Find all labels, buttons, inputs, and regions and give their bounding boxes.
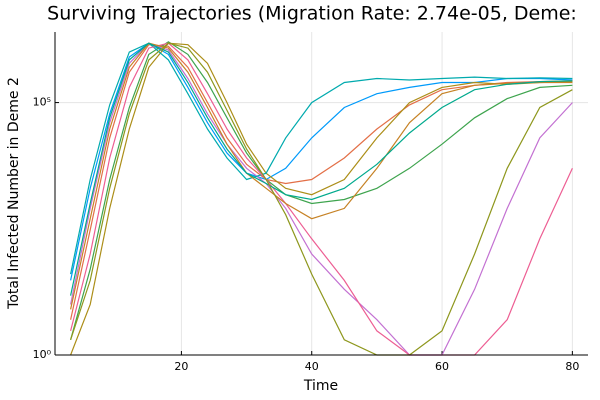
- trajectory-line: [70, 42, 573, 356]
- trajectory-line: [70, 42, 573, 356]
- y-axis-label: Total Infected Number in Deme 2: [6, 77, 22, 310]
- trajectory-line: [70, 42, 573, 296]
- grid: [55, 32, 588, 356]
- trajectory-line: [70, 42, 573, 356]
- x-tick-label: 80: [565, 360, 579, 373]
- x-tick-label: 60: [435, 360, 449, 373]
- trajectory-line: [70, 42, 573, 310]
- x-tick-label: 20: [174, 360, 188, 373]
- x-tick-label: 40: [305, 360, 319, 373]
- y-tick-label: 10⁵: [33, 96, 51, 109]
- y-tick-label: 10⁰: [33, 348, 52, 361]
- trajectory-line: [70, 42, 573, 356]
- x-axis-label: Time: [303, 378, 338, 394]
- trajectory-line: [70, 42, 573, 281]
- chart-title: Surviving Trajectories (Migration Rate: …: [47, 3, 577, 25]
- trajectory-line: [70, 42, 573, 275]
